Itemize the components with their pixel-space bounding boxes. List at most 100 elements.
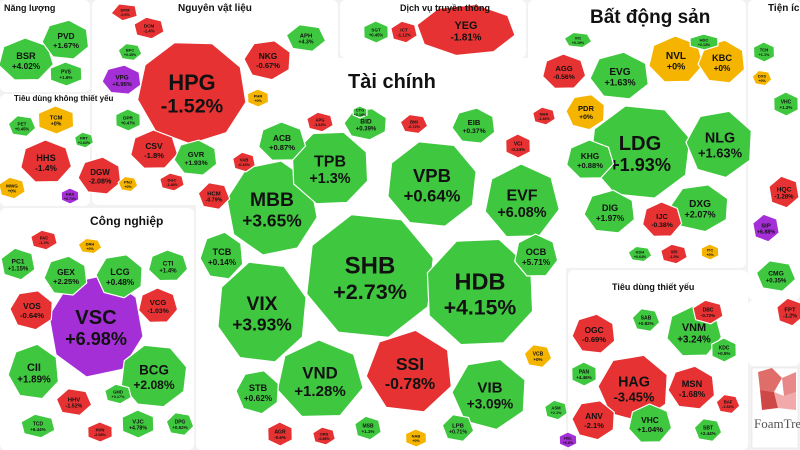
stock-tile-apg[interactable]: APG-1.63% — [306, 111, 334, 133]
stock-tile-bcg[interactable]: BCG+2.08% — [120, 344, 188, 408]
stock-tile-sip[interactable]: SIP+6.88% — [752, 213, 780, 243]
stock-tile-eib[interactable]: EIB+0.37% — [451, 107, 496, 144]
stock-tile-vab[interactable]: VAB-0.33% — [232, 151, 256, 173]
stock-tile-cmg[interactable]: CMG+0.35% — [755, 260, 797, 292]
stock-tile-sgt[interactable]: SGT+0.45% — [363, 20, 389, 44]
stock-tile-dpr[interactable]: DPR+0.47% — [115, 108, 141, 132]
stock-tile-kdc[interactable]: KDC+0.5% — [711, 337, 737, 363]
stock-tile-evg[interactable]: EVG+1.63% — [589, 51, 649, 100]
stock-tile-vnd[interactable]: VND+1.28% — [276, 339, 364, 418]
stock-tile-vic[interactable]: VIC+0.19% — [563, 31, 593, 49]
stock-tile-gmd[interactable]: GMD+0.17% — [104, 383, 132, 405]
stock-tile-dig[interactable]: DIG+1.97% — [583, 189, 636, 234]
stock-tile-vjc[interactable]: VJC+4.78% — [121, 409, 155, 439]
stock-tile-hcm[interactable]: HCM-0.79% — [197, 182, 231, 210]
stock-tile-pnj[interactable]: PNJ+0% — [117, 175, 139, 193]
stock-tile-asm[interactable]: ASM+2.1% — [544, 399, 568, 421]
stock-tile-pet[interactable]: PET+0.45% — [7, 114, 37, 138]
stock-tile-hdc[interactable]: HDC+2.13% — [689, 33, 719, 51]
stock-tile-ijc[interactable]: IJC-0.38% — [641, 201, 683, 238]
stock-tile-dpm[interactable]: DPM-0.6% — [110, 3, 138, 22]
stock-tile-vci[interactable]: VCI-0.24% — [505, 133, 531, 159]
stock-tile-gex[interactable]: GEX+2.25% — [43, 255, 88, 296]
stock-tile-hqc[interactable]: HQC-1.28% — [768, 175, 800, 209]
stock-tile-msn[interactable]: MSN-1.68% — [667, 365, 716, 410]
stock-tile-nab[interactable]: NAB+0% — [404, 428, 428, 448]
stock-tile-vcg[interactable]: VCG-1.03% — [137, 287, 179, 324]
stock-tile-vcb[interactable]: VCB+0% — [523, 343, 553, 369]
stock-tile-msb[interactable]: MSB+1.1% — [354, 415, 382, 441]
stock-tile-pvs[interactable]: PVS+1.6% — [49, 61, 83, 87]
stock-tile-hhs[interactable]: HHS-1.4% — [20, 139, 73, 183]
stock-tile-vhc[interactable]: VHC+1.04% — [628, 403, 673, 443]
stock-tile-sab[interactable]: SAB+0.82% — [631, 307, 661, 333]
stock-tile-ogc[interactable]: OGC-0.69% — [571, 313, 616, 354]
stock-tile-hvn[interactable]: HVN-2.58% — [87, 421, 113, 443]
stock-tile-mwg[interactable]: MWG+0% — [0, 176, 26, 200]
stock-tile-ctg[interactable]: CTG+0.18% — [352, 105, 368, 119]
stock-tile-ocb[interactable]: OCB+5.71% — [514, 233, 559, 277]
stock-tile-fpt[interactable]: FPT-1.2% — [776, 297, 800, 327]
stock-tile-pan[interactable]: PAN+4.46% — [571, 361, 597, 387]
stock-tile-khg[interactable]: KHG+0.88% — [566, 139, 615, 179]
stock-tile-evf[interactable]: EVF+6.08% — [484, 163, 560, 238]
stock-tile-pvd[interactable]: PVD+1.67% — [41, 19, 90, 60]
stock-tile-dxg[interactable]: DXG+2.07% — [669, 184, 729, 233]
stock-tile-tcb[interactable]: TCB+0.14% — [199, 231, 244, 280]
stock-tile-lcg[interactable]: LCG+0.48% — [95, 254, 143, 299]
stock-tile-baf[interactable]: BAF-1.52% — [715, 393, 741, 415]
stock-tile-sbt[interactable]: SBT+2.44% — [693, 417, 723, 443]
stock-tile-dxs[interactable]: DXS+0% — [751, 69, 773, 87]
stock-tile-nkg[interactable]: NKG-0.67% — [243, 40, 291, 81]
stock-tile-anv[interactable]: ANV-2.1% — [571, 400, 615, 441]
stock-tile-tcm[interactable]: TCM+0% — [37, 105, 75, 135]
stock-tile-vhc[interactable]: VHC+1.2% — [773, 91, 799, 117]
stock-tile-pdr[interactable]: PDR+0% — [565, 94, 606, 131]
stock-tile-frt[interactable]: FRT+1.62% — [73, 131, 95, 149]
stock-tile-nha[interactable]: NHA-1.32% — [532, 106, 556, 126]
stock-tile-dbc[interactable]: DBC-0.72% — [692, 299, 724, 325]
stock-tile-tpb[interactable]: TPB+1.3% — [291, 131, 369, 205]
stock-tile-vib[interactable]: VIB+3.09% — [451, 358, 526, 431]
stock-tile-cii[interactable]: CII+1.89% — [7, 343, 60, 400]
stock-tile-vpi[interactable]: VPI-1.5% — [660, 243, 688, 265]
stock-tile-dgw[interactable]: DGW-2.08% — [77, 156, 122, 195]
stock-tile-bid[interactable]: BID+0.39% — [343, 107, 387, 141]
stock-tile-kbc[interactable]: KBC+0% — [697, 39, 746, 84]
stock-tile-kdh[interactable]: KDH+0.64% — [627, 245, 653, 263]
stock-tile-shb[interactable]: SHB+2.73% — [306, 213, 434, 339]
stock-tile-acb[interactable]: ACB+0.87% — [258, 121, 307, 161]
stock-tile-vix[interactable]: VIX+3.93% — [217, 261, 307, 363]
stock-tile-agr[interactable]: AGR-0.6% — [267, 421, 293, 447]
stock-tile-itc[interactable]: ITC+0% — [700, 243, 720, 261]
stock-tile-nlg[interactable]: NLG+1.63% — [685, 110, 752, 179]
stock-tile-vpg[interactable]: VPG+6.95% — [101, 64, 142, 95]
stock-tile-pac[interactable]: PAC-1.2% — [30, 229, 58, 251]
stock-tile-csv[interactable]: CSV-1.8% — [130, 129, 179, 169]
stock-tile-cti[interactable]: CTI+1.4% — [147, 249, 189, 282]
stock-tile-gvr[interactable]: GVR+1.93% — [173, 139, 218, 176]
stock-tile-dgc[interactable]: DGC-1.48% — [159, 172, 185, 192]
stock-tile-ssi[interactable]: SSI -0.78% — [365, 329, 452, 413]
stock-tile-aph[interactable]: APH+4.3% — [285, 24, 327, 52]
stock-tile-ldg[interactable]: LDG+1.93% — [589, 105, 691, 199]
stock-tile-hax[interactable]: HAX+6.71% — [60, 187, 80, 205]
stock-tile-vos[interactable]: VOS-0.64% — [9, 290, 53, 331]
stock-tile-yeg[interactable]: YEG-1.81% — [416, 3, 516, 57]
stock-tile-stb[interactable]: STB+0.62% — [235, 370, 279, 415]
stock-tile-pc1[interactable]: PC1+1.15% — [0, 247, 36, 281]
stock-tile-bfc[interactable]: BFC+0.45% — [117, 42, 143, 62]
stock-tile-ict[interactable]: ICT-1.12% — [390, 20, 418, 44]
stock-tile-dcm[interactable]: DCM-1.4% — [133, 16, 165, 40]
stock-tile-ors[interactable]: ORS-0.85% — [312, 426, 336, 446]
stock-tile-tcd[interactable]: TCD+6.44% — [20, 413, 56, 439]
stock-tile-drh[interactable]: DRH+0% — [77, 237, 103, 255]
stock-tile-lpb[interactable]: LPB+0.71% — [441, 414, 475, 442]
stock-tile-phr[interactable]: PHR+0% — [246, 88, 270, 108]
stock-tile-dpg[interactable]: DPG+0.52% — [165, 411, 195, 437]
stock-tile-vpb[interactable]: VPB+0.64% — [387, 141, 477, 227]
stock-tile-agg[interactable]: AGG-0.56% — [542, 53, 587, 90]
stock-tile-tch[interactable]: TCH+1.1% — [752, 41, 776, 63]
stock-tile-hsl[interactable]: HSL+6.8% — [558, 431, 578, 449]
stock-tile-vsc[interactable]: VSC+6.98% — [48, 274, 144, 378]
